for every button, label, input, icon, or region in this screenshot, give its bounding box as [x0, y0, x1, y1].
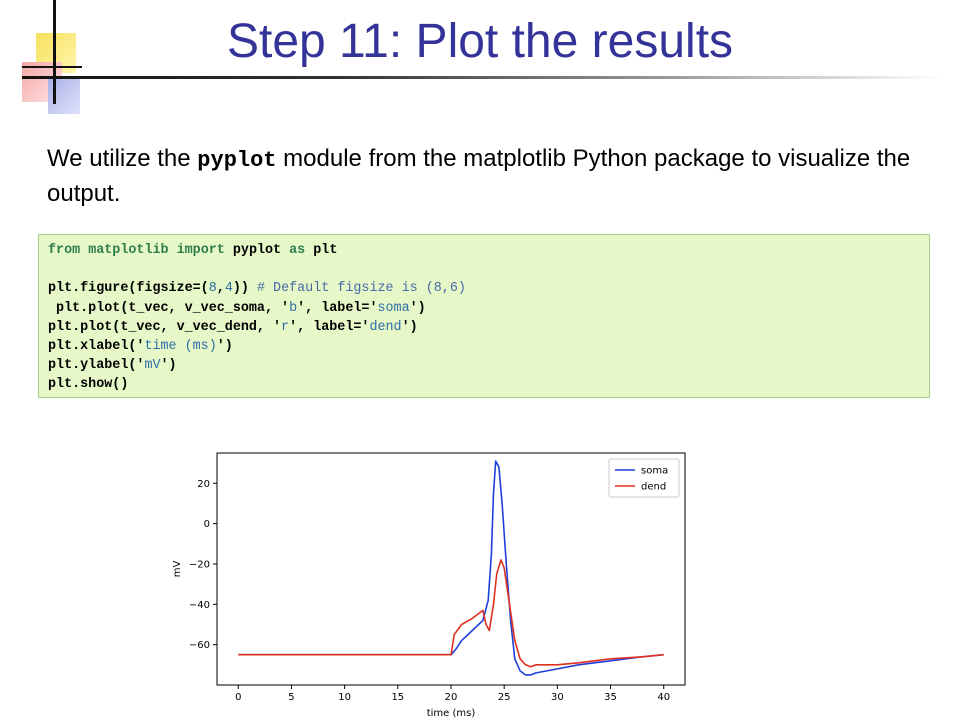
- code-token: '): [216, 339, 233, 355]
- voltage-plot: 0 5 10 15 20 25 30 35 40 20 0 −20 −40 −60 time (ms) mV s…: [172, 452, 686, 719]
- code-token: '): [160, 358, 177, 374]
- x-tick-label: 20: [445, 692, 458, 703]
- x-tick-label: 0: [235, 692, 241, 703]
- y-tick-label: −60: [189, 640, 210, 651]
- code-keyword: as: [289, 243, 306, 258]
- intro-paragraph: We utilize the pyplot module from the ma…: [47, 142, 917, 210]
- code-number: 8: [208, 281, 217, 297]
- code-string: b: [289, 300, 298, 316]
- intro-text-start: We utilize the: [47, 145, 198, 172]
- x-axis-label: time (ms): [427, 708, 476, 719]
- title-underline: [22, 76, 942, 79]
- code-token: plt.xlabel(': [48, 339, 145, 355]
- legend-box: [608, 458, 680, 498]
- legend-label-dend: dend: [641, 482, 666, 493]
- code-token: ', label=': [297, 300, 378, 316]
- code-keyword: import: [176, 243, 225, 258]
- code-token: plt: [313, 243, 338, 258]
- legend-label-soma: soma: [641, 466, 668, 477]
- x-tick-label: 30: [551, 692, 564, 703]
- x-tick-label: 25: [498, 692, 511, 703]
- code-module: matplotlib: [88, 243, 169, 258]
- y-tick-label: −20: [189, 559, 210, 570]
- code-string: soma: [377, 300, 410, 316]
- code-token: plt.plot(t_vec, v_vec_soma, ': [48, 300, 290, 316]
- code-comment: # Default figsize is (8,6): [256, 281, 466, 297]
- code-token: plt.show(): [48, 377, 129, 393]
- series-line-soma: [238, 460, 664, 676]
- series-line-dend: [238, 559, 664, 668]
- y-tick-label: 0: [204, 519, 210, 530]
- code-string: time (ms): [144, 339, 217, 355]
- code-token: plt.plot(t_vec, v_vec_dend, ': [48, 319, 282, 335]
- corner-horizontal-line: [22, 66, 82, 68]
- code-string: r: [281, 319, 290, 335]
- code-token: pyplot: [232, 243, 282, 258]
- plot-frame: [216, 452, 686, 686]
- code-token: ,: [216, 281, 225, 297]
- code-token: ', label=': [289, 319, 370, 335]
- y-axis-label: mV: [172, 561, 183, 578]
- x-tick-label: 5: [288, 692, 294, 703]
- y-tick-label: −40: [189, 600, 210, 611]
- x-tick-label: 35: [604, 692, 617, 703]
- code-text: from matplotlib import pyplot as plt plt…: [48, 241, 466, 395]
- code-keyword: from: [48, 243, 81, 258]
- intro-text-end: module from the matplotlib Python packag…: [47, 145, 911, 207]
- x-tick-label: 40: [657, 692, 670, 703]
- x-tick-label: 15: [391, 692, 404, 703]
- intro-code-pyplot: pyplot: [197, 148, 277, 173]
- corner-vertical-line: [53, 0, 56, 104]
- code-string: dend: [369, 319, 402, 335]
- slide-title: Step 11: Plot the results: [226, 15, 734, 68]
- code-token: plt.ylabel(': [48, 358, 145, 374]
- code-token: )): [232, 281, 257, 297]
- code-token: '): [401, 319, 418, 335]
- code-number: 4: [224, 281, 233, 297]
- code-token: '): [409, 300, 426, 316]
- x-tick-label: 10: [338, 692, 351, 703]
- code-string: mV: [144, 358, 161, 374]
- code-block: from matplotlib import pyplot as plt plt…: [38, 234, 930, 398]
- y-tick-label: 20: [197, 479, 210, 490]
- code-token: plt.figure(figsize=(: [48, 281, 209, 297]
